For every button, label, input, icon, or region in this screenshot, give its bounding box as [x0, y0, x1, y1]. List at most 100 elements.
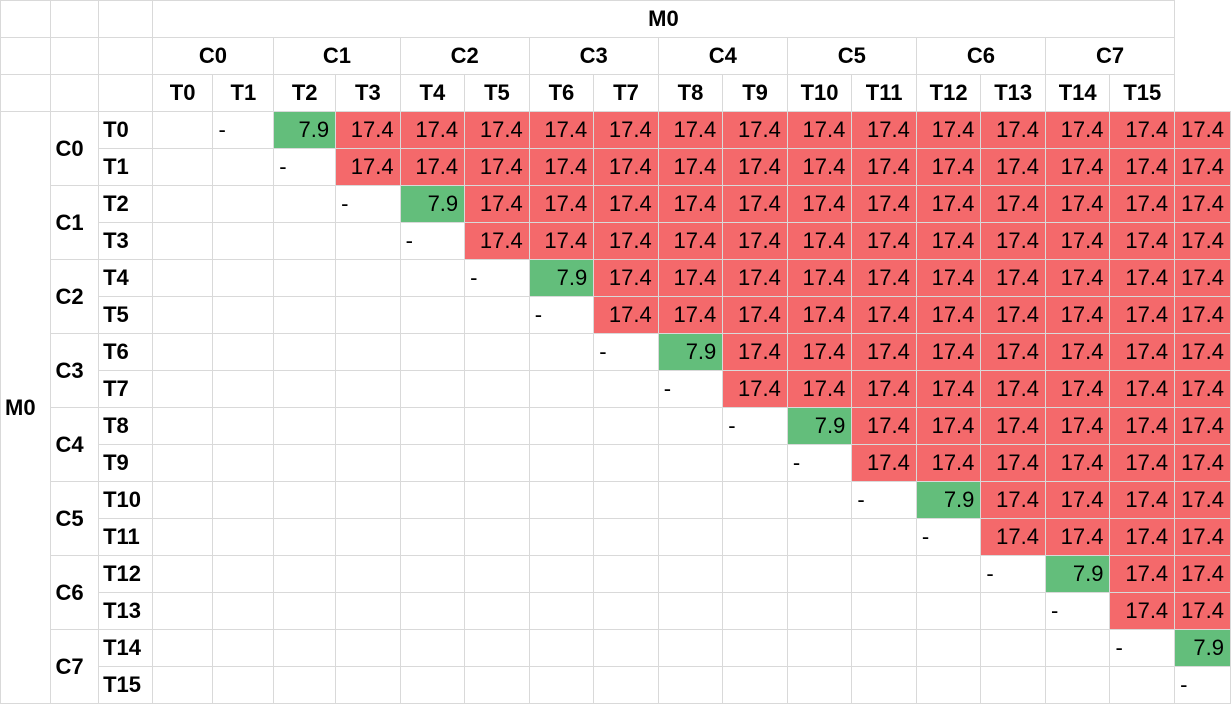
matrix-cell[interactable]: - — [851, 481, 917, 519]
matrix-cell[interactable] — [657, 481, 724, 519]
matrix-cell[interactable]: 7.9 — [528, 259, 595, 297]
thread-header-cell[interactable]: T1 — [212, 74, 275, 112]
matrix-cell[interactable]: 17.4 — [1044, 333, 1111, 371]
matrix-cell[interactable] — [212, 555, 275, 593]
matrix-cell[interactable] — [212, 370, 275, 408]
matrix-cell[interactable] — [335, 259, 401, 297]
matrix-cell[interactable] — [151, 518, 214, 556]
corner-cell[interactable] — [0, 74, 52, 112]
thread-header-cell[interactable]: T13 — [980, 74, 1046, 112]
thread-header-cell[interactable]: T5 — [464, 74, 530, 112]
row-thread-header-cell[interactable]: T11 — [98, 518, 153, 556]
matrix-cell[interactable]: 17.4 — [851, 444, 917, 482]
matrix-cell[interactable] — [273, 296, 337, 334]
matrix-cell[interactable] — [151, 629, 214, 667]
matrix-cell[interactable]: - — [335, 185, 401, 223]
matrix-cell[interactable]: 7.9 — [273, 111, 337, 149]
matrix-cell[interactable] — [212, 666, 275, 704]
group-header-cell[interactable]: C3 — [528, 37, 659, 75]
row-group-header-cell[interactable]: C6 — [50, 555, 100, 630]
matrix-cell[interactable] — [528, 333, 595, 371]
row-thread-header-cell[interactable]: T2 — [98, 185, 153, 223]
row-thread-header-cell[interactable]: T8 — [98, 407, 153, 445]
matrix-cell[interactable]: 17.4 — [657, 111, 724, 149]
matrix-cell[interactable]: 17.4 — [851, 407, 917, 445]
matrix-cell[interactable]: 17.4 — [851, 185, 917, 223]
matrix-cell[interactable] — [593, 370, 659, 408]
matrix-cell[interactable]: 17.4 — [593, 148, 659, 186]
matrix-cell[interactable]: 17.4 — [980, 111, 1046, 149]
matrix-cell[interactable] — [528, 629, 595, 667]
matrix-cell[interactable]: 17.4 — [1044, 296, 1111, 334]
row-thread-header-cell[interactable]: T6 — [98, 333, 153, 371]
row-thread-header-cell[interactable]: T5 — [98, 296, 153, 334]
matrix-cell[interactable]: 17.4 — [1109, 592, 1176, 630]
matrix-cell[interactable] — [657, 629, 724, 667]
matrix-cell[interactable]: 17.4 — [657, 148, 724, 186]
matrix-cell[interactable]: 17.4 — [464, 148, 530, 186]
matrix-cell[interactable] — [464, 333, 530, 371]
matrix-cell[interactable]: 17.4 — [1109, 296, 1176, 334]
matrix-cell[interactable] — [528, 518, 595, 556]
side-header-cell[interactable]: M0 — [0, 111, 52, 704]
matrix-cell[interactable] — [1044, 629, 1111, 667]
matrix-cell[interactable] — [786, 666, 853, 704]
matrix-cell[interactable] — [528, 592, 595, 630]
matrix-cell[interactable]: 17.4 — [1109, 370, 1176, 408]
matrix-cell[interactable] — [786, 629, 853, 667]
matrix-cell[interactable]: 17.4 — [980, 518, 1046, 556]
matrix-cell[interactable]: - — [1109, 629, 1176, 667]
matrix-cell[interactable] — [335, 555, 401, 593]
matrix-cell[interactable]: 17.4 — [528, 222, 595, 260]
corner-cell[interactable] — [98, 0, 153, 38]
matrix-cell[interactable] — [399, 518, 466, 556]
matrix-cell[interactable]: - — [915, 518, 982, 556]
matrix-cell[interactable]: - — [212, 111, 275, 149]
matrix-cell[interactable]: - — [273, 148, 337, 186]
matrix-cell[interactable] — [273, 370, 337, 408]
matrix-cell[interactable]: 17.4 — [915, 222, 982, 260]
matrix-cell[interactable] — [657, 518, 724, 556]
matrix-cell[interactable]: 17.4 — [915, 148, 982, 186]
matrix-cell[interactable]: 17.4 — [786, 259, 853, 297]
matrix-cell[interactable]: 17.4 — [1044, 444, 1111, 482]
row-group-header-cell[interactable]: C3 — [50, 333, 100, 408]
matrix-cell[interactable]: 17.4 — [1044, 148, 1111, 186]
matrix-cell[interactable]: 17.4 — [1109, 111, 1176, 149]
matrix-cell[interactable]: 17.4 — [1174, 148, 1231, 186]
thread-header-cell[interactable]: T3 — [335, 74, 401, 112]
matrix-cell[interactable]: 17.4 — [786, 111, 853, 149]
matrix-cell[interactable]: 17.4 — [980, 185, 1046, 223]
row-group-header-cell[interactable]: C5 — [50, 481, 100, 556]
row-group-header-cell[interactable]: C7 — [50, 629, 100, 704]
matrix-cell[interactable]: 17.4 — [722, 370, 788, 408]
matrix-cell[interactable] — [399, 333, 466, 371]
matrix-cell[interactable] — [786, 481, 853, 519]
matrix-cell[interactable]: 17.4 — [657, 222, 724, 260]
matrix-cell[interactable] — [722, 481, 788, 519]
matrix-cell[interactable] — [786, 518, 853, 556]
matrix-cell[interactable] — [399, 592, 466, 630]
matrix-cell[interactable] — [657, 555, 724, 593]
matrix-cell[interactable]: 17.4 — [786, 333, 853, 371]
matrix-cell[interactable]: 17.4 — [1174, 481, 1231, 519]
matrix-cell[interactable] — [335, 518, 401, 556]
matrix-cell[interactable] — [212, 518, 275, 556]
row-thread-header-cell[interactable]: T1 — [98, 148, 153, 186]
row-thread-header-cell[interactable]: T10 — [98, 481, 153, 519]
matrix-cell[interactable] — [399, 666, 466, 704]
matrix-cell[interactable]: 17.4 — [528, 111, 595, 149]
matrix-cell[interactable]: 17.4 — [722, 296, 788, 334]
matrix-cell[interactable] — [1044, 666, 1111, 704]
matrix-cell[interactable]: 17.4 — [593, 111, 659, 149]
matrix-cell[interactable]: 17.4 — [1044, 481, 1111, 519]
matrix-cell[interactable] — [528, 481, 595, 519]
matrix-cell[interactable] — [212, 407, 275, 445]
group-header-cell[interactable]: C1 — [273, 37, 401, 75]
matrix-cell[interactable] — [464, 555, 530, 593]
matrix-cell[interactable]: - — [399, 222, 466, 260]
matrix-cell[interactable] — [657, 666, 724, 704]
matrix-cell[interactable] — [151, 296, 214, 334]
thread-header-cell[interactable]: T10 — [786, 74, 853, 112]
matrix-cell[interactable] — [335, 629, 401, 667]
